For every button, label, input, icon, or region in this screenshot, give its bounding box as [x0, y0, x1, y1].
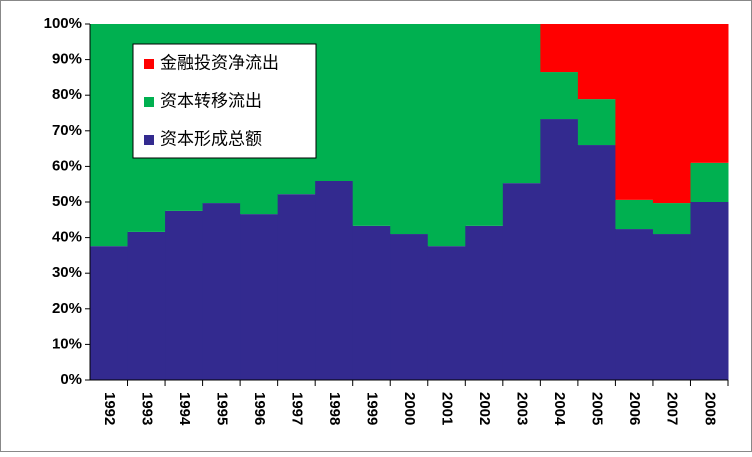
- x-tick-label: 2008: [701, 392, 718, 425]
- bar-segment: [165, 210, 204, 380]
- y-tick-label: 90%: [52, 51, 82, 68]
- x-tick-label: 1994: [176, 392, 193, 426]
- legend-box: [132, 43, 317, 159]
- y-tick-label: 10%: [52, 335, 82, 352]
- bar-segment: [652, 203, 691, 235]
- bar-segment: [390, 234, 429, 380]
- bar-segment: [352, 225, 391, 380]
- bar-segment: [540, 72, 579, 120]
- x-tick-label: 2002: [476, 392, 493, 425]
- bar-segment: [540, 119, 579, 380]
- bar-segment: [90, 246, 129, 380]
- y-tick-label: 40%: [52, 229, 82, 246]
- bar-segment: [502, 24, 541, 184]
- legend-swatch: [144, 97, 154, 107]
- x-tick-label: 1992: [101, 392, 118, 425]
- bar-segment: [427, 24, 466, 247]
- legend-swatch: [144, 59, 154, 69]
- x-tick-label: 1993: [138, 392, 155, 425]
- bar-segment: [352, 24, 391, 226]
- bar-segment: [615, 229, 654, 380]
- x-tick-label: 2006: [626, 392, 643, 425]
- bar-segment: [427, 246, 466, 380]
- bar-segment: [202, 203, 241, 380]
- y-tick-label: 100%: [44, 15, 82, 32]
- legend-label: 金融投资净流出: [160, 53, 279, 72]
- bar-segment: [465, 225, 504, 380]
- bar-segment: [90, 24, 129, 247]
- y-tick-label: 50%: [52, 193, 82, 210]
- y-tick-label: 80%: [52, 86, 82, 103]
- x-tick-label: 2007: [664, 392, 681, 425]
- bar-segment: [615, 24, 654, 200]
- x-tick-label: 2000: [401, 392, 418, 425]
- y-tick-label: 0%: [60, 371, 82, 388]
- bar-segment: [390, 24, 429, 235]
- bar-segment: [540, 24, 579, 73]
- x-tick-label: 2003: [514, 392, 531, 425]
- bar-segment: [577, 24, 616, 100]
- x-tick-label: 1999: [364, 392, 381, 425]
- bar-segment: [615, 199, 654, 230]
- y-tick-label: 20%: [52, 300, 82, 317]
- x-tick-label: 1998: [326, 392, 343, 425]
- bar-segment: [652, 24, 691, 204]
- x-tick-label: 1995: [213, 392, 230, 425]
- legend-label: 资本转移流出: [160, 91, 262, 110]
- bar-segment: [690, 24, 729, 163]
- bar-segment: [652, 234, 691, 380]
- legend-swatch: [144, 135, 154, 145]
- y-tick-label: 70%: [52, 122, 82, 139]
- bar-segment: [690, 202, 729, 380]
- bar-segment: [240, 214, 279, 380]
- y-tick-label: 30%: [52, 264, 82, 281]
- x-tick-label: 2004: [551, 392, 568, 426]
- bar-segment: [465, 24, 504, 226]
- y-tick-label: 60%: [52, 157, 82, 174]
- bar-segment: [315, 180, 354, 380]
- bar-segment: [577, 145, 616, 380]
- x-tick-label: 2005: [589, 392, 606, 425]
- bar-segment: [690, 162, 729, 202]
- x-tick-label: 2001: [439, 392, 456, 425]
- bar-segment: [502, 183, 541, 380]
- bar-segment: [127, 231, 166, 380]
- legend-label: 资本形成总额: [160, 129, 262, 148]
- bar-segment: [315, 24, 354, 181]
- x-tick-label: 1996: [251, 392, 268, 425]
- x-tick-label: 1997: [288, 392, 305, 425]
- bar-segment: [577, 99, 616, 146]
- bar-segment: [277, 194, 316, 380]
